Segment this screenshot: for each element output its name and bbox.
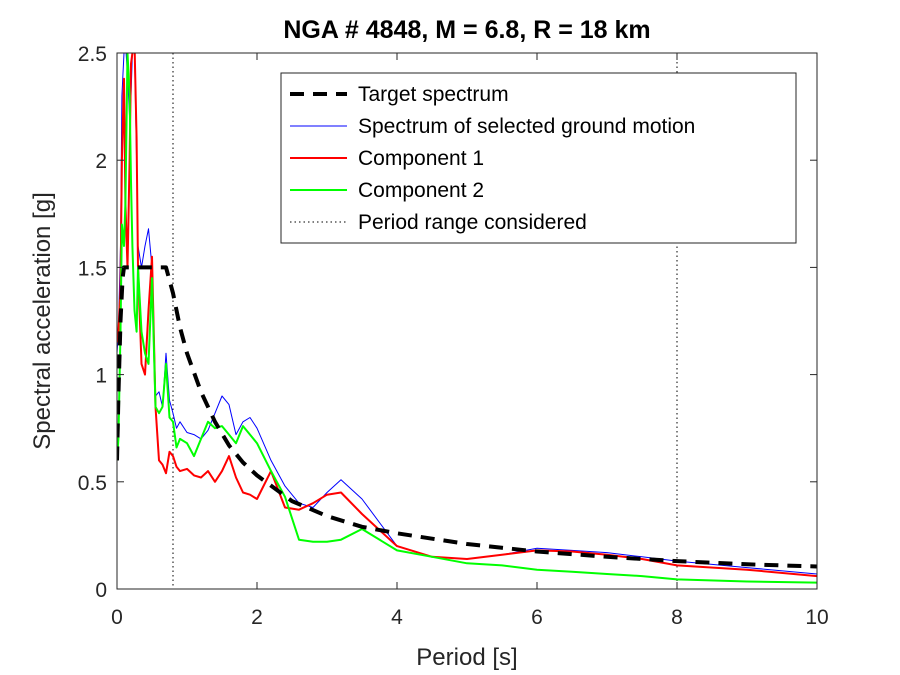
series-layer — [117, 53, 817, 584]
x-axis-label: Period [s] — [416, 644, 517, 671]
legend-box — [280, 72, 797, 244]
legend-label-5: Period range considered — [358, 211, 587, 234]
y-axis-label: Spectral acceleration [g] — [29, 192, 56, 449]
axes-box — [116, 52, 818, 590]
y-tick-label-5: 2.5 — [78, 43, 107, 66]
y-tick-label-4: 2 — [95, 150, 107, 173]
period-range-lines — [172, 53, 678, 589]
y-tick-label-3: 1.5 — [78, 257, 107, 280]
x-tick-label-4: 8 — [671, 606, 683, 629]
legend: Target spectrum Spectrum of selected grou… — [280, 72, 797, 244]
x-tick-label-0: 0 — [111, 606, 123, 629]
y-tick-label-2: 1 — [95, 365, 107, 388]
y-tick-label-0: 0 — [95, 579, 107, 602]
x-tick-label-2: 4 — [391, 606, 403, 629]
y-tick-label-1: 0.5 — [78, 472, 107, 495]
chart-title: NGA # 4848, M = 6.8, R = 18 km — [283, 16, 650, 44]
legend-label-2: Spectrum of selected ground motion — [358, 115, 695, 138]
series-line-4 — [117, 53, 817, 584]
x-tick-label-1: 2 — [251, 606, 263, 629]
legend-label-4: Component 2 — [358, 179, 484, 202]
ticks-layer: 0 2 4 6 8 10 0 0.5 1 1.5 2 2.5 — [78, 43, 829, 629]
legend-label-1: Target spectrum — [358, 83, 509, 106]
series-line-1 — [117, 265, 817, 569]
legend-label-3: Component 1 — [358, 147, 484, 170]
x-tick-label-3: 6 — [531, 606, 543, 629]
x-tick-label-5: 10 — [805, 606, 828, 629]
